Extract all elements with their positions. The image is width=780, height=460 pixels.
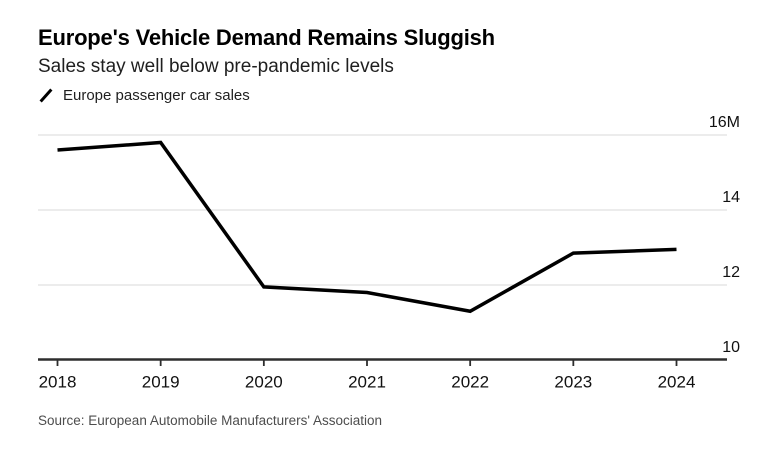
- x-axis-tick-label: 2022: [451, 373, 489, 392]
- x-axis-tick-label: 2021: [348, 373, 386, 392]
- x-axis-tick-label: 2020: [245, 373, 283, 392]
- y-axis-tick-label: 10: [722, 339, 740, 356]
- x-axis-tick-label: 2018: [39, 373, 77, 392]
- y-axis-tick-label: 16M: [709, 114, 740, 131]
- chart-subtitle: Sales stay well below pre-pandemic level…: [38, 56, 394, 77]
- x-axis-tick-label: 2023: [554, 373, 592, 392]
- chart-legend: Europe passenger car sales: [38, 86, 250, 104]
- x-axis-tick-label: 2024: [658, 373, 696, 392]
- x-axis-tick-label: 2019: [142, 373, 180, 392]
- y-axis-tick-label: 12: [722, 264, 740, 281]
- legend-series-label: Europe passenger car sales: [63, 86, 250, 104]
- source-attribution: Source: European Automobile Manufacturer…: [38, 413, 383, 428]
- y-axis-tick-label: 14: [722, 189, 740, 206]
- series-line-europe-passenger-car-sales: [57, 140, 677, 314]
- chart-title: Europe's Vehicle Demand Remains Sluggish: [38, 25, 495, 50]
